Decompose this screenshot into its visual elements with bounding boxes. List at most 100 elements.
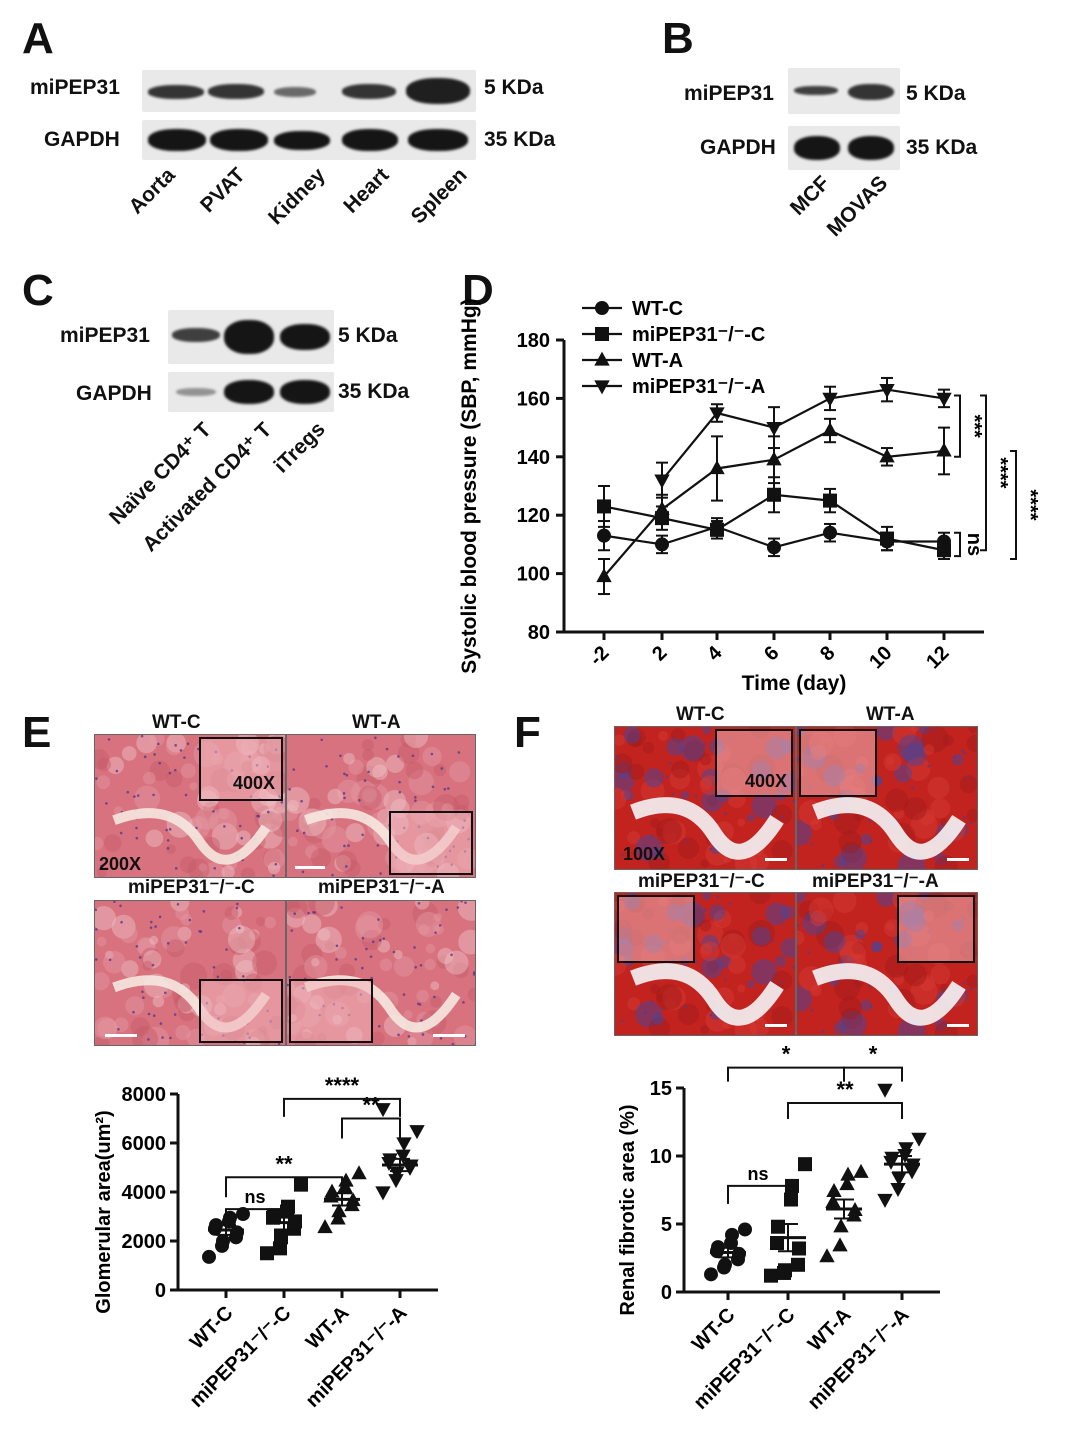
tissue-blob (287, 901, 308, 919)
nucleus (620, 1019, 624, 1023)
tissue-blob (713, 909, 732, 929)
nucleus (140, 735, 144, 738)
panel-b-gapdh-blot (788, 126, 900, 170)
tissue-blob (356, 911, 384, 939)
panel-a-row-label-gapdh: GAPDH (44, 128, 120, 151)
tissue-blob (635, 1001, 662, 1028)
nucleus (343, 796, 346, 800)
sig-label: ** (275, 1151, 293, 1176)
nucleus (963, 816, 966, 819)
panel-c-kda-5: 5 KDa (338, 324, 398, 347)
data-point (937, 543, 951, 558)
nucleus (439, 1037, 443, 1040)
tissue-blob (677, 1003, 700, 1025)
data-point (597, 528, 611, 543)
tissue-blob (361, 787, 377, 803)
tissue-blob (644, 768, 664, 788)
tissue-blob (119, 925, 138, 944)
data-point (936, 442, 952, 457)
nucleus (660, 841, 664, 844)
nucleus (361, 966, 364, 970)
data-point (898, 1142, 914, 1157)
nucleus (810, 1008, 814, 1012)
tissue-blob (383, 790, 407, 813)
nucleus (340, 906, 343, 909)
tissue-blob (746, 813, 755, 822)
tissue-blob (152, 995, 165, 1008)
legend-label: WT-C (632, 298, 683, 320)
tissue-blob (449, 761, 471, 783)
nucleus (443, 787, 447, 791)
tissue-blob (453, 794, 470, 811)
nucleus (149, 926, 153, 929)
scale-bar (295, 866, 325, 869)
x-tick-label: 2 (648, 642, 671, 665)
nucleus (969, 987, 973, 991)
tissue-blob (699, 919, 712, 932)
nucleus (120, 920, 123, 924)
blot-band (848, 84, 894, 100)
nucleus (168, 771, 172, 775)
tissue-blob (263, 848, 281, 866)
nucleus (644, 845, 647, 848)
data-point (338, 1172, 354, 1187)
data-point (718, 1257, 732, 1272)
data-point (655, 537, 669, 552)
tissue-blob (177, 926, 192, 941)
nucleus (290, 929, 294, 932)
blot-band (224, 320, 274, 354)
nucleus (235, 906, 239, 910)
legend-marker (595, 327, 609, 341)
tissue-blob (430, 995, 442, 1008)
tissue-blob (240, 867, 256, 877)
tissue-blob (927, 776, 950, 799)
blot-band (148, 85, 204, 99)
nucleus (184, 941, 188, 944)
tissue-blob (658, 730, 669, 742)
nucleus (392, 950, 396, 954)
tissue-blob (838, 830, 862, 854)
lane-label-heart: Heart (339, 163, 394, 218)
data-point (877, 1083, 893, 1098)
nucleus (644, 1011, 647, 1014)
tissue-blob (746, 979, 755, 988)
tissue-blob (412, 901, 439, 927)
nucleus (650, 834, 654, 838)
tissue-blob (854, 929, 866, 940)
panel-a-row-label-mipep31: miPEP31 (30, 76, 120, 99)
he-image-ko-c (94, 900, 286, 1046)
tissue-blob (166, 844, 176, 855)
data-point (396, 1137, 412, 1152)
nucleus (377, 1024, 381, 1028)
tissue-blob (939, 983, 949, 993)
tissue-blob (840, 841, 863, 864)
data-point (890, 1183, 906, 1198)
nucleus (792, 799, 795, 803)
tissue-blob (418, 923, 430, 935)
tissue-blob (706, 794, 719, 807)
tissue-blob (834, 808, 861, 835)
x-tick-label: WT-A (302, 1302, 354, 1354)
nucleus (166, 847, 170, 850)
tissue-blob (855, 922, 869, 936)
x-tick-label: 6 (760, 642, 783, 665)
mag-label-200x: 200X (99, 854, 142, 874)
nucleus (370, 976, 373, 980)
nucleus (274, 862, 278, 866)
nucleus (133, 795, 136, 798)
tissue-blob (720, 933, 746, 959)
tissue-blob (780, 905, 795, 920)
data-point (911, 1132, 927, 1147)
blot-band (148, 129, 206, 151)
tissue-blob (720, 929, 746, 955)
nucleus (445, 908, 448, 911)
tissue-blob (444, 950, 469, 975)
panel-d-letter: D (462, 266, 494, 315)
y-tick-label: 180 (517, 330, 550, 352)
tissue-blob (876, 893, 896, 907)
sig-label: ns (747, 1164, 768, 1184)
nucleus (223, 825, 226, 828)
nucleus (212, 810, 215, 813)
sig-bracket-4 (954, 531, 961, 558)
blot-band (342, 84, 396, 99)
